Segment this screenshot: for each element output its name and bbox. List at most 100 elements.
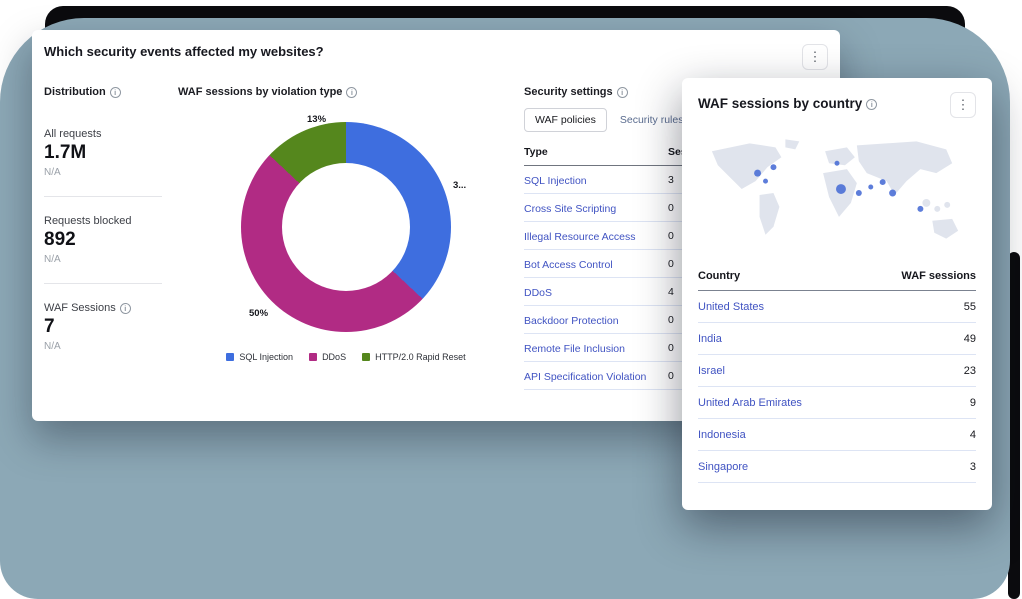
legend-label: HTTP/2.0 Rapid Reset: [375, 352, 466, 362]
distribution-panel: Distribution i All requests 1.7M N/A Req…: [44, 80, 178, 390]
kebab-icon: ⋮: [956, 97, 970, 112]
info-icon[interactable]: i: [119, 302, 131, 314]
violation-donut-wrap: 13% 3... 50%: [241, 114, 466, 332]
security-settings-panel: Security settings i WAF policies Securit…: [514, 80, 828, 390]
table-header: Country WAF sessions: [698, 262, 976, 291]
stat-label: Requests blocked: [44, 215, 132, 227]
world-map: [698, 130, 976, 256]
column-waf-sessions: WAF sessions: [901, 270, 976, 282]
divider: [44, 196, 162, 197]
sessions-value: 0: [668, 229, 674, 242]
sessions-value: 3: [969, 460, 976, 473]
info-icon[interactable]: i: [866, 98, 878, 110]
table-row: API Specification Violation 0: [524, 362, 804, 390]
legend-swatch: [362, 353, 371, 361]
table-row: Illegal Resource Access 0: [524, 222, 804, 250]
violation-chart-panel: WAF sessions by violation type i 13% 3..…: [178, 80, 514, 390]
table-row: India 49: [698, 323, 976, 355]
tab-security-rules[interactable]: Security rules: [619, 114, 684, 126]
table-row: SQL Injection 3: [524, 166, 804, 194]
country-table: Country WAF sessions United States 55 In…: [698, 262, 976, 483]
country-link[interactable]: Israel: [698, 364, 725, 377]
country-link[interactable]: India: [698, 332, 722, 345]
stat-all-requests: All requests 1.7M N/A: [44, 128, 178, 178]
sessions-value: 3: [668, 173, 674, 186]
country-link[interactable]: United States: [698, 300, 765, 313]
sessions-value: 49: [963, 332, 976, 345]
sessions-value: 4: [969, 428, 976, 441]
security-events-title: Which security events affected my websit…: [44, 44, 324, 59]
sessions-value: 0: [668, 341, 674, 354]
type-link[interactable]: SQL Injection: [524, 174, 587, 187]
type-link[interactable]: Illegal Resource Access: [524, 230, 636, 243]
stat-requests-blocked: Requests blocked 892 N/A: [44, 215, 178, 265]
slice-label-ddos: 50%: [249, 308, 269, 319]
kebab-icon: ⋮: [808, 49, 822, 64]
type-link[interactable]: Cross Site Scripting: [524, 202, 617, 215]
legend-item-sql-injection[interactable]: SQL Injection: [226, 352, 293, 362]
country-link[interactable]: Indonesia: [698, 428, 746, 441]
table-row: Singapore 3: [698, 451, 976, 483]
slice-label-http2: 13%: [307, 114, 327, 125]
country-card-title: WAF sessions by country i: [698, 92, 878, 111]
table-row: DDoS 4: [524, 278, 804, 306]
legend-label: SQL Injection: [239, 352, 294, 362]
waf-sessions-by-country-card: WAF sessions by country i ⋮: [682, 78, 992, 510]
table-row: Cross Site Scripting 0: [524, 194, 804, 222]
type-link[interactable]: Backdoor Protection: [524, 314, 619, 327]
stat-value: 892: [44, 229, 76, 250]
country-link[interactable]: Singapore: [698, 460, 749, 473]
violation-chart-header: WAF sessions by violation type: [178, 86, 343, 98]
sessions-value: 9: [969, 396, 976, 409]
legend-item-ddos[interactable]: DDoS: [309, 352, 346, 362]
info-icon[interactable]: i: [616, 86, 628, 98]
divider: [44, 283, 162, 284]
table-row: Bot Access Control 0: [524, 250, 804, 278]
sessions-value: 0: [668, 313, 674, 326]
info-icon[interactable]: i: [346, 86, 358, 98]
distribution-header: Distribution: [44, 86, 106, 98]
slice-label-sql: 3...: [453, 180, 467, 191]
map-session-dots: [754, 160, 924, 212]
sessions-value: 55: [963, 300, 976, 313]
stat-sub: N/A: [44, 341, 61, 352]
more-options-button[interactable]: ⋮: [950, 92, 976, 118]
stat-label: WAF Sessions i: [44, 302, 178, 314]
type-link[interactable]: API Specification Violation: [524, 370, 647, 383]
security-settings-header: Security settings: [524, 86, 613, 98]
type-link[interactable]: DDoS: [524, 286, 553, 299]
stat-value: 7: [44, 316, 55, 337]
table-row: Israel 23: [698, 355, 976, 387]
sessions-value: 0: [668, 369, 674, 382]
legend-swatch: [309, 353, 318, 361]
table-row: Indonesia 4: [698, 419, 976, 451]
country-link[interactable]: United Arab Emirates: [698, 396, 802, 409]
table-row: United Arab Emirates 9: [698, 387, 976, 419]
table-row: United States 55: [698, 291, 976, 323]
stat-sub: N/A: [44, 254, 61, 265]
stat-label: All requests: [44, 128, 102, 140]
background-dark-strip: [1008, 252, 1020, 599]
sessions-value: 23: [963, 364, 976, 377]
donut-hole: [282, 163, 410, 291]
more-options-button[interactable]: ⋮: [802, 44, 828, 70]
info-icon[interactable]: i: [109, 86, 121, 98]
column-country: Country: [698, 270, 741, 282]
table-row: Remote File Inclusion 0: [524, 334, 804, 362]
legend-swatch: [226, 353, 235, 361]
type-link[interactable]: Bot Access Control: [524, 258, 613, 271]
world-map-svg: [711, 139, 959, 239]
chart-legend: SQL Injection DDoS HTTP/2.0 Rapid Reset: [178, 352, 514, 362]
sessions-value: 0: [668, 201, 674, 214]
legend-item-http2-rapid-reset[interactable]: HTTP/2.0 Rapid Reset: [362, 352, 466, 362]
sessions-value: 4: [668, 285, 674, 298]
stat-sub: N/A: [44, 167, 61, 178]
table-row: Backdoor Protection 0: [524, 306, 804, 334]
legend-label: DDoS: [322, 352, 347, 362]
stat-waf-sessions: WAF Sessions i 7 N/A: [44, 302, 178, 352]
type-link[interactable]: Remote File Inclusion: [524, 342, 625, 355]
security-settings-table: Type Sessions SQL Injection 3 Cross Site…: [524, 146, 804, 390]
sessions-value: 0: [668, 257, 674, 270]
tab-waf-policies[interactable]: WAF policies: [524, 108, 607, 132]
